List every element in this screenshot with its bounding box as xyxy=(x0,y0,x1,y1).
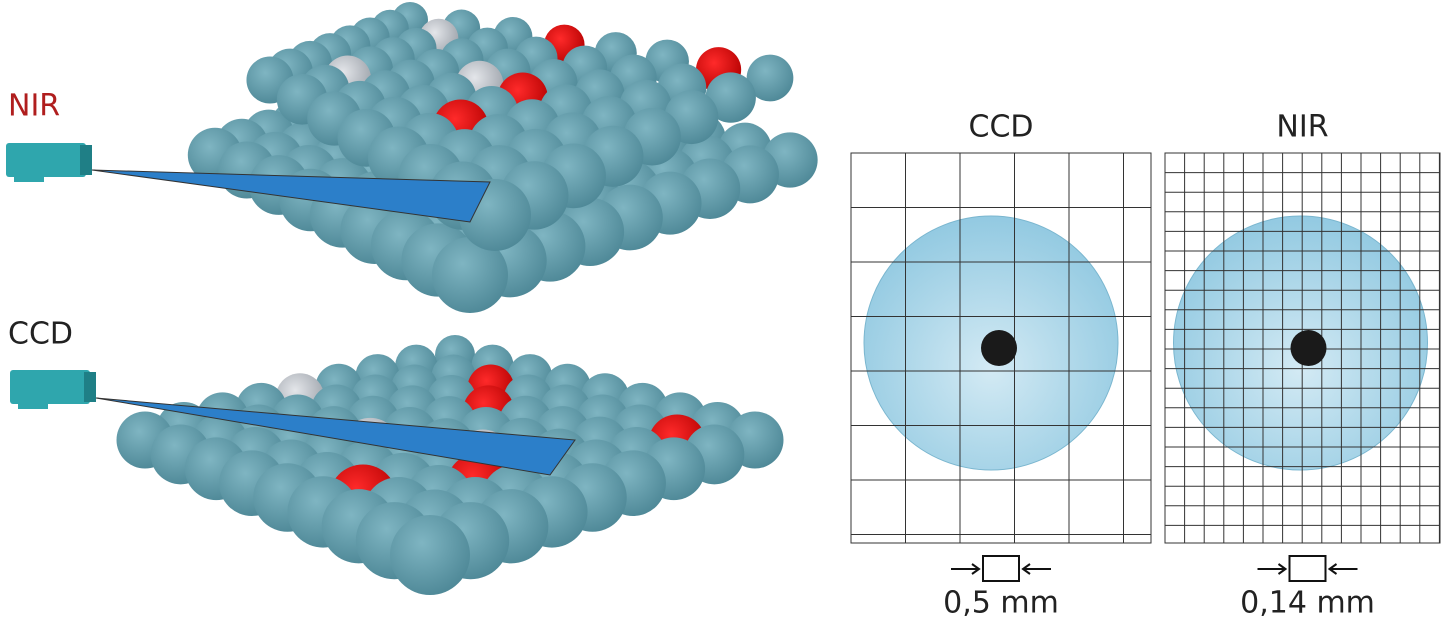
camera-label: CCD xyxy=(8,317,73,352)
panel-border xyxy=(1164,152,1441,544)
sphere xyxy=(705,72,756,123)
sphere-stacks xyxy=(116,2,818,595)
detector-panel: NIR 0,14 mm xyxy=(1164,110,1441,621)
sphere xyxy=(390,515,470,595)
pixel-size xyxy=(1288,555,1327,582)
center-dot xyxy=(1290,330,1327,366)
camera-label: NIR xyxy=(8,89,60,124)
scale-label: 0,5 mm xyxy=(943,586,1059,621)
panel-border xyxy=(850,152,1152,544)
arrow xyxy=(1257,563,1288,575)
nir-camera: NIR xyxy=(6,89,92,182)
view-beam xyxy=(95,397,576,476)
view-beam xyxy=(91,169,491,223)
panel-title: CCD xyxy=(969,110,1034,145)
arrow xyxy=(1327,563,1358,575)
center-dot xyxy=(981,330,1017,366)
panel-title: NIR xyxy=(1276,110,1328,145)
pixel-size xyxy=(982,555,1020,582)
arrow xyxy=(1021,563,1051,575)
sphere xyxy=(432,237,508,313)
arrow xyxy=(951,563,981,575)
detector-panel: CCD 0,5 mm xyxy=(850,110,1152,621)
ccd-camera: CCD xyxy=(8,317,96,409)
scale-label: 0,14 mm xyxy=(1240,586,1375,621)
sphere xyxy=(746,54,794,102)
